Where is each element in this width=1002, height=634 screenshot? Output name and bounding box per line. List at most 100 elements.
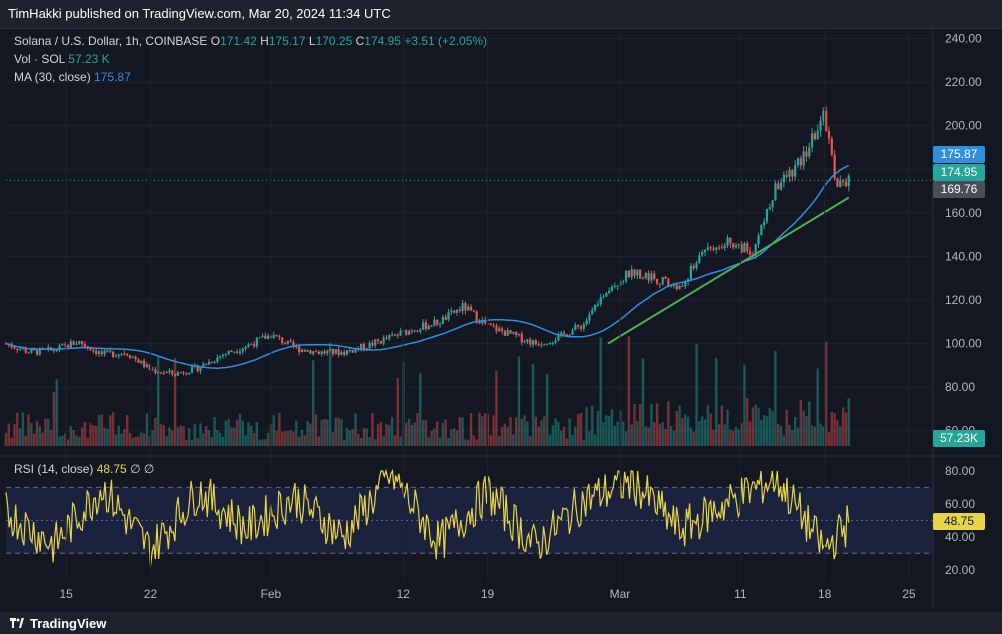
candle-body (489, 323, 492, 326)
candle-body (633, 269, 636, 276)
candle-body (405, 330, 408, 335)
volume-bar (562, 426, 566, 446)
candle-body (190, 366, 194, 373)
candle-body (165, 371, 168, 373)
candle-body (557, 334, 560, 341)
candle-body (340, 352, 343, 356)
candle-body (233, 351, 236, 353)
candle-body (512, 331, 515, 334)
candle-body (168, 370, 171, 372)
volume-bar (354, 413, 357, 446)
volume-label: Vol · SOL (14, 52, 65, 66)
candle-body (221, 354, 225, 357)
candle-body (796, 158, 800, 166)
candle-body (196, 365, 199, 372)
volume-bar (379, 422, 383, 446)
volume-bar (210, 436, 213, 446)
candle-body (464, 303, 467, 311)
candle-body (312, 351, 315, 354)
volume-bar (751, 407, 755, 446)
volume-bar (833, 413, 836, 446)
candle-body (441, 316, 444, 325)
chart-area[interactable]: 240.00220.00200.00180.00160.00140.00120.… (0, 28, 1002, 608)
candle-body (255, 337, 258, 347)
candle-body (689, 265, 692, 280)
candle-body (16, 348, 19, 351)
volume-bar (472, 435, 476, 446)
volume-bar (554, 418, 557, 446)
volume-bar (219, 432, 222, 446)
candle-body (593, 304, 597, 310)
price-axis-tick: 120.00 (945, 293, 982, 307)
candle-body (219, 356, 222, 358)
volume-bar (700, 416, 704, 446)
candle-body (69, 341, 72, 348)
candle-body (577, 325, 580, 327)
volume-bar (156, 355, 160, 446)
volume-bar (684, 414, 687, 446)
volume-bar (182, 426, 185, 446)
volume-bar (661, 422, 664, 446)
tradingview-footer: TradingView (0, 612, 1002, 634)
volume-bar (216, 429, 219, 446)
candle-body (292, 341, 295, 347)
volume-bar (86, 437, 89, 446)
candle-body (605, 293, 608, 297)
candle-body (720, 247, 723, 249)
rsi-axis-tick: 60.00 (945, 497, 975, 511)
volume-bar (61, 435, 64, 446)
time-axis-tick: Mar (610, 587, 631, 601)
candle-body (503, 331, 506, 336)
candle-body (672, 284, 676, 286)
candle-body (574, 325, 577, 331)
volume-bar (503, 423, 507, 446)
candle-body (647, 273, 650, 281)
volume-bar (433, 428, 436, 446)
volume-bar (362, 427, 366, 446)
volume-bar (111, 412, 115, 446)
volume-bar (610, 409, 614, 446)
candle-body (329, 348, 332, 351)
volume-bar (537, 426, 540, 446)
volume-bar (92, 425, 95, 446)
candle-body (303, 349, 306, 352)
candle-body (571, 330, 574, 335)
candle-body (447, 312, 450, 320)
candle-body (261, 335, 264, 338)
high-label: H (260, 34, 269, 48)
candle-body (732, 243, 735, 248)
volume-bar (534, 416, 538, 446)
candle-body (681, 285, 684, 287)
price-chart-svg[interactable]: 240.00220.00200.00180.00160.00140.00120.… (0, 28, 1002, 608)
candle-body (227, 350, 230, 354)
candle-body (472, 310, 475, 312)
volume-bar (202, 433, 205, 446)
candle-body (416, 330, 419, 332)
candle-body (13, 347, 16, 349)
candle-body (748, 251, 752, 255)
volume-bar (230, 427, 233, 446)
volume-bar (348, 430, 352, 446)
volume-bar (565, 438, 569, 446)
volume-bar (675, 411, 678, 446)
volume-bar (261, 439, 264, 446)
candle-body (495, 326, 498, 332)
volume-bar (4, 433, 8, 446)
volume-bar (106, 429, 109, 446)
volume-bar (585, 406, 588, 446)
candle-body (354, 348, 357, 353)
volume-bar (633, 403, 636, 446)
volume-bar (128, 432, 132, 446)
volume-bar (793, 417, 797, 446)
candle-body (396, 334, 399, 336)
volume-bar (258, 439, 261, 446)
volume-bar (574, 426, 577, 446)
volume-bar (176, 427, 180, 446)
candle-body (799, 158, 802, 166)
volume-bar (667, 401, 670, 446)
candle-body (450, 310, 453, 313)
volume-bar (498, 435, 501, 446)
volume-bar (689, 427, 693, 446)
volume-bar (419, 373, 422, 446)
candle-body (24, 348, 27, 353)
